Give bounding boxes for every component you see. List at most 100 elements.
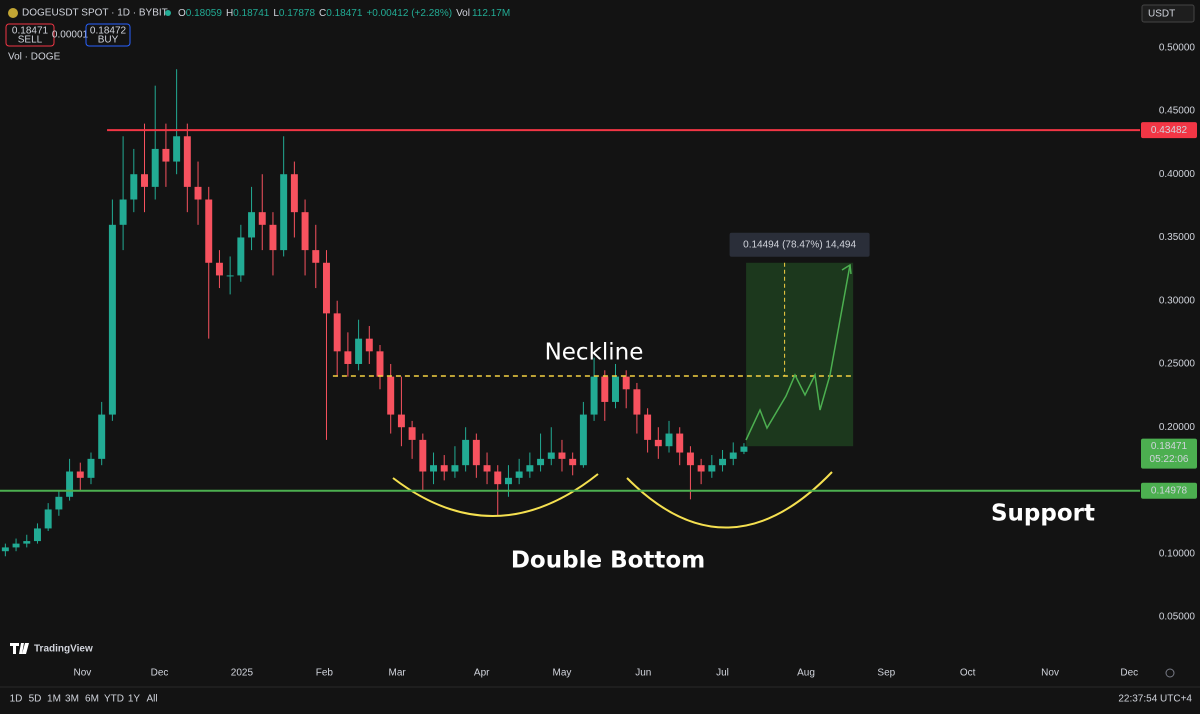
- candle-body: [119, 199, 127, 225]
- countdown: 05:22:06: [1150, 454, 1189, 465]
- timeframe-button[interactable]: 1Y: [128, 694, 141, 705]
- candle-body: [87, 458, 95, 478]
- candle-body: [376, 351, 384, 377]
- symbol-icon: [8, 8, 18, 18]
- candle-body: [451, 465, 459, 472]
- candle-body: [430, 465, 437, 472]
- candle-body: [740, 446, 748, 452]
- sell-price[interactable]: 0.18471: [12, 26, 49, 37]
- label: Vol: [456, 8, 470, 19]
- timeframe-button[interactable]: YTD: [104, 694, 124, 705]
- candle-body: [312, 250, 320, 263]
- support-label: Support: [991, 501, 1095, 527]
- candle-body: [644, 414, 652, 440]
- clock: 22:37:54 UTC+4: [1118, 694, 1192, 705]
- candle-body: [237, 237, 245, 276]
- candle-body: [504, 477, 512, 485]
- x-tick-label: Dec: [1120, 668, 1138, 679]
- level-label-box: [1141, 122, 1197, 139]
- candle-body: [579, 414, 587, 466]
- candle-body: [569, 458, 577, 466]
- candle-body: [33, 528, 41, 542]
- candle-body: [66, 471, 74, 497]
- timeframe-button[interactable]: 5D: [29, 694, 42, 705]
- ohlc: O0.18059 H0.18741 L0.17878 C0.18471 +0.00412…: [178, 8, 510, 19]
- candle-body: [612, 376, 619, 402]
- measure-label-box: [729, 232, 870, 257]
- status-dot: [165, 10, 171, 16]
- candle-body: [697, 465, 705, 472]
- last-price-box: [1141, 438, 1197, 469]
- candle-body: [248, 212, 256, 238]
- settings-icon[interactable]: [1165, 668, 1175, 678]
- x-tick-label: Nov: [74, 668, 92, 679]
- candle-body: [76, 471, 84, 478]
- volume: 112.17M: [472, 8, 510, 19]
- candle-body: [55, 496, 63, 510]
- candle-body: [472, 439, 480, 466]
- projection-path: [745, 264, 851, 441]
- candle-body: [408, 427, 416, 440]
- bottom-arc: [392, 473, 599, 517]
- timeframe-button[interactable]: 3M: [65, 694, 79, 705]
- change: +0.00412 (+2.28%): [366, 8, 452, 19]
- candle-body: [601, 376, 609, 402]
- y-tick-label: 0.20000: [1159, 422, 1196, 433]
- candle-body: [269, 224, 277, 251]
- candle-body: [44, 509, 52, 529]
- sell-label[interactable]: SELL: [18, 35, 43, 46]
- candle-body: [151, 148, 159, 187]
- sell-button[interactable]: [5, 23, 55, 47]
- buy-price[interactable]: 0.18472: [90, 26, 127, 37]
- currency[interactable]: USDT: [1148, 9, 1175, 20]
- drawings: Neckline Double Bottom Support: [0, 129, 1140, 574]
- buy-label[interactable]: BUY: [98, 35, 119, 46]
- pattern-label: Double Bottom: [511, 548, 705, 574]
- timeframe-button[interactable]: 1M: [47, 694, 61, 705]
- timeframe-button[interactable]: 1D: [10, 694, 23, 705]
- candle-body: [686, 452, 694, 466]
- label: H: [226, 8, 233, 19]
- x-tick-label: Jul: [716, 668, 729, 679]
- candle-body: [130, 174, 138, 200]
- neckline-label: Neckline: [545, 340, 644, 366]
- timeframe-button[interactable]: 6M: [85, 694, 99, 705]
- label: C: [319, 8, 326, 19]
- candle-body: [280, 174, 288, 251]
- timeframe-button[interactable]: All: [146, 694, 157, 705]
- brand: TradingView: [34, 644, 93, 655]
- candle-body: [387, 376, 395, 415]
- candle-body: [676, 433, 684, 453]
- candle-body: [98, 414, 106, 459]
- candle-body: [173, 136, 181, 162]
- label: L: [273, 8, 279, 19]
- x-tick-label: Aug: [797, 668, 815, 679]
- buy-button[interactable]: [85, 23, 131, 47]
- y-tick-label: 0.30000: [1159, 295, 1196, 306]
- projection-box: [746, 262, 854, 447]
- candle-body: [665, 433, 673, 447]
- x-tick-label: Apr: [474, 668, 490, 679]
- x-tick-label: Feb: [316, 668, 334, 679]
- candle-body: [515, 471, 523, 478]
- candle-body: [12, 543, 20, 548]
- y-tick-label: 0.05000: [1159, 612, 1196, 623]
- candle-body: [483, 465, 491, 472]
- x-tick-label: Sep: [877, 668, 895, 679]
- brand-logo: [10, 643, 29, 654]
- level-label: 0.43482: [1151, 125, 1188, 136]
- label: O: [178, 8, 186, 19]
- candle-body: [547, 452, 555, 459]
- candle-body: [290, 174, 298, 213]
- volume-indicator[interactable]: Vol · DOGE: [8, 52, 61, 63]
- candle-body: [215, 262, 223, 276]
- y-tick-label: 0.25000: [1159, 359, 1196, 370]
- candle-body: [440, 465, 448, 472]
- candle-body: [526, 465, 534, 472]
- symbol: DOGEUSDT SPOT · 1D · BYBIT: [22, 8, 168, 19]
- y-tick-label: 0.40000: [1159, 169, 1196, 180]
- candle-body: [183, 136, 191, 187]
- currency-select[interactable]: [1141, 4, 1195, 23]
- candle-body: [719, 458, 727, 466]
- candle-body: [23, 541, 31, 544]
